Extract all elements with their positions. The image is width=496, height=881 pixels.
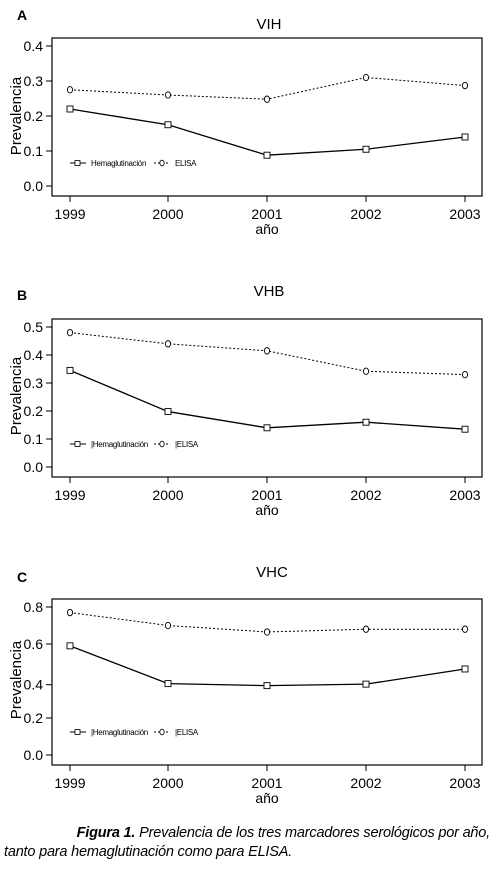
panel-vih-x-tick-label: 2001 <box>251 206 282 222</box>
caption-line-1: Prevalencia de los tres marcadores serol… <box>139 825 490 841</box>
panel-vhc-elisa-point <box>164 621 172 630</box>
panel-vih-legend-elisa-label: ELISA <box>175 159 197 168</box>
panel-vhc-hemaglutinacion-point <box>164 680 172 688</box>
panel-vhb-y-axis-label: Prevalencia <box>8 356 25 435</box>
panel-vhc-x-tick-label: 2001 <box>251 775 282 791</box>
panel-vhb-x-axis-label: año <box>255 502 279 518</box>
panel-vhb-x-tick-label: 2002 <box>350 487 381 503</box>
panel-vhb-elisa-point <box>66 328 74 337</box>
panel-vhc-hemaglutinacion-point <box>461 665 469 673</box>
panel-vhb-title: VHB <box>254 283 285 300</box>
panel-vhc-y-tick-label: 0.8 <box>24 599 44 615</box>
panel-vhb-hemaglutinacion-point <box>263 424 271 432</box>
panel-vhb-legend-hemaglutinacion-marker <box>74 441 81 447</box>
panel-vhb-legend-elisa-marker <box>159 440 165 448</box>
panel-vhc-elisa-point <box>362 625 370 633</box>
panel-vhb-hemaglutinacion-point <box>362 418 370 426</box>
panel-vih-legend-hemaglutinacion-label: Hemaglutinación <box>91 159 146 168</box>
panel-vhb-x-tick-label: 2003 <box>449 487 480 503</box>
panel-vih-legend-hemaglutinacion-marker <box>74 160 81 166</box>
panel-vih-y-tick-label: 0.1 <box>24 143 44 159</box>
panel-vih-hemaglutinacion-point <box>461 133 469 141</box>
panel-vih-y-tick-label: 0.4 <box>24 38 44 54</box>
panel-vih-elisa-point <box>66 86 74 94</box>
panel-vih-elisa-point <box>461 81 469 90</box>
panel-vih-x-tick-label: 1999 <box>54 206 85 222</box>
panel-vhb-y-tick-label: 0.3 <box>24 375 44 391</box>
panel-vhb-elisa-point <box>164 340 172 348</box>
panel-vih-x-tick-label: 2000 <box>152 206 183 222</box>
panel-vhc-x-axis-label: año <box>255 790 279 806</box>
panel-vhb-elisa-point <box>263 347 271 355</box>
panel-vhc-letter: C <box>17 569 27 585</box>
panel-vih-elisa-point <box>263 95 271 103</box>
panel-vih-elisa-point <box>362 73 370 82</box>
panel-vhb-legend-elisa-label: |ELISA <box>175 440 199 449</box>
panel-vhc-legend-elisa-label: |ELISA <box>175 728 199 737</box>
panel-vhc-hemaglutinacion-point <box>263 682 271 690</box>
panel-vhb-y-tick-label: 0.0 <box>24 459 44 475</box>
panel-vhb-plot-frame <box>51 318 483 478</box>
panel-vhb-elisa-point <box>362 367 370 375</box>
panel-vih-y-tick-label: 0.2 <box>24 108 44 124</box>
panel-vhc-x-tick-label: 2002 <box>350 775 381 791</box>
panel-vhb-y-tick-label: 0.4 <box>24 347 44 363</box>
panel-vhc-plot-frame <box>51 598 483 766</box>
panel-vih-hemaglutinacion-point <box>263 151 271 159</box>
panel-vhc-y-tick-label: 0.0 <box>24 747 44 763</box>
panel-vhc-legend-hemaglutinacion-label: |Hemaglutinación <box>91 728 148 737</box>
panel-vhb-legend-hemaglutinacion-label: |Hemaglutinación <box>91 440 148 449</box>
panel-vhc-y-tick-label: 0.2 <box>24 710 44 726</box>
caption-line-2: tanto para hemaglutinación como para ELI… <box>4 844 293 860</box>
panel-vih-elisa-point <box>164 91 172 99</box>
panel-vhb-x-tick-label: 2001 <box>251 487 282 503</box>
panel-vhc-legend-hemaglutinacion-marker <box>74 729 81 735</box>
figure-caption: Figura 1. Prevalencia de los tres marcad… <box>4 824 490 862</box>
panel-vhc-hemaglutinacion-point <box>362 680 370 688</box>
panel-vih-y-axis-label: Prevalencia <box>8 76 25 155</box>
panel-vhb-hemaglutinacion-point <box>461 425 469 433</box>
panel-vhb-y-tick-label: 0.1 <box>24 431 44 447</box>
panel-vhb-x-tick-label: 2000 <box>152 487 183 503</box>
panel-vih-y-tick-label: 0.0 <box>24 178 44 194</box>
panel-vhb-y-tick-label: 0.2 <box>24 403 44 419</box>
panel-vhb-letter: B <box>17 287 27 303</box>
panel-vhc-hemaglutinacion-point <box>66 642 74 650</box>
panel-vhc-hemaglutinacion-line <box>69 645 466 687</box>
panel-vih-hemaglutinacion-line <box>69 108 466 156</box>
panel-vih-letter: A <box>17 7 27 23</box>
panel-vhc-elisa-point <box>461 625 469 633</box>
panel-vhb-y-tick-label: 0.5 <box>24 319 44 335</box>
panel-vih-title: VIH <box>256 16 281 33</box>
panel-vhc-x-tick-label: 2000 <box>152 775 183 791</box>
panel-vhb-hemaglutinacion-point <box>164 408 172 416</box>
panel-vih-hemaglutinacion-point <box>66 105 74 113</box>
panel-vhc-y-tick-label: 0.6 <box>24 636 44 652</box>
panel-vhc-elisa-point <box>263 628 271 636</box>
panel-vih-y-tick-label: 0.3 <box>24 73 44 89</box>
panel-vih-hemaglutinacion-point <box>362 145 370 153</box>
panel-vih-x-tick-label: 2002 <box>350 206 381 222</box>
panel-vhb-elisa-point <box>461 370 469 379</box>
panel-vih-legend-elisa-marker <box>159 159 165 167</box>
panel-vhc-elisa-point <box>66 608 74 617</box>
panel-vih-x-tick-label: 2003 <box>449 206 480 222</box>
panel-vhb-hemaglutinacion-point <box>66 366 74 374</box>
panel-vhc-elisa-line <box>69 612 465 633</box>
panel-vhb-x-tick-label: 1999 <box>54 487 85 503</box>
panel-vih-hemaglutinacion-point <box>164 121 172 129</box>
panel-vhc-x-tick-label: 1999 <box>54 775 85 791</box>
panel-vhc-x-tick-label: 2003 <box>449 775 480 791</box>
caption-label: Figura 1. <box>76 825 136 841</box>
panel-vih-x-axis-label: año <box>255 221 279 237</box>
panel-vhb-hemaglutinacion-line <box>69 369 466 430</box>
panel-vhc-title: VHC <box>256 564 288 581</box>
panel-vhc-legend-elisa-marker <box>159 728 165 736</box>
panel-vhc-y-tick-label: 0.4 <box>24 677 44 693</box>
panel-vhc-y-axis-label: Prevalencia <box>8 640 25 719</box>
